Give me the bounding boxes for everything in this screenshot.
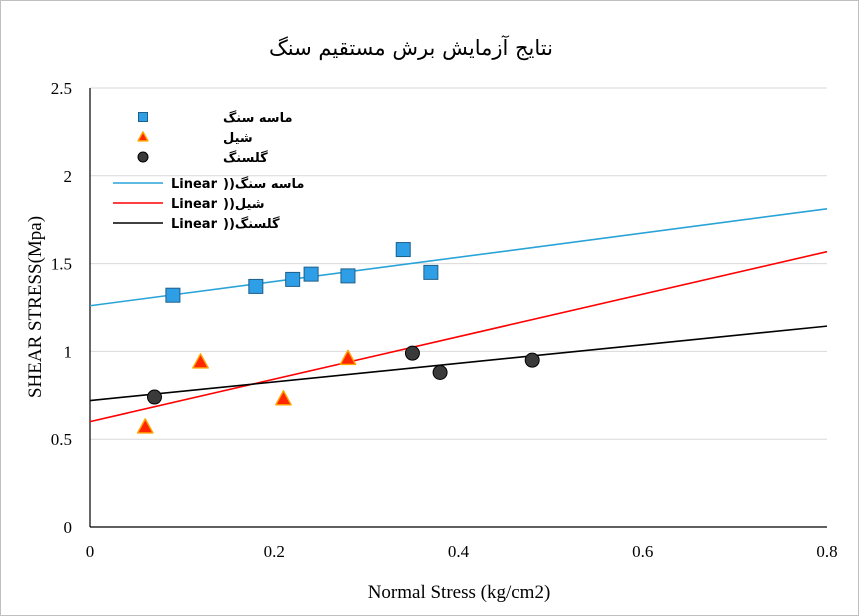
- data-point-2: [404, 345, 420, 361]
- grid: [90, 87, 827, 440]
- x-axis-title: Normal Stress (kg/cm2): [368, 582, 551, 603]
- data-point-0: [303, 266, 319, 282]
- data-points: [136, 242, 540, 434]
- y-tick-label: 1.5: [51, 255, 72, 274]
- data-point-0: [248, 278, 264, 294]
- data-point-0: [423, 264, 439, 280]
- x-tick-label: 0.2: [264, 542, 285, 561]
- legend-trend-latin-0: Linear: [171, 177, 218, 192]
- y-tick-label: 2: [64, 167, 73, 186]
- axes: 0 0.5 1 1.5 2 2.5 0 0.2 0.4 0.6 0.8: [51, 79, 838, 561]
- data-point-1: [136, 418, 154, 434]
- x-tick-label: 0.8: [816, 542, 837, 561]
- data-point-0: [285, 271, 301, 287]
- legend-marker-2: [137, 151, 149, 163]
- data-point-2: [432, 364, 448, 380]
- x-tick-label: 0.4: [448, 542, 470, 561]
- legend-label-2: گلسنگ: [223, 150, 268, 166]
- y-tick-label: 0.5: [51, 430, 72, 449]
- x-tick-label: 0.6: [632, 542, 653, 561]
- data-point-1: [339, 349, 357, 366]
- legend-marker-1: [137, 131, 149, 142]
- legend-marker-0: [138, 112, 148, 122]
- legend-trend-fa-1: ))شیل: [223, 197, 265, 212]
- chart-title: نتایج آزمایش برش مستقیم سنگ: [269, 35, 553, 61]
- data-point-0: [165, 287, 181, 303]
- y-axis-title: SHEAR STRESS(Mpa): [25, 216, 46, 398]
- data-point-2: [146, 389, 162, 405]
- legend-label-0: ماسه سنگ: [223, 110, 293, 126]
- legend-trend-latin-2: Linear: [171, 217, 218, 232]
- data-point-2: [524, 352, 540, 368]
- legend-trend-fa-2: ))گلسنگ: [223, 216, 280, 232]
- legend-label-1: شیل: [223, 131, 253, 146]
- trendline-2: [89, 325, 828, 402]
- legend-trend-latin-1: Linear: [171, 197, 218, 212]
- y-tick-label: 0: [64, 518, 73, 537]
- y-tick-label: 1: [64, 342, 73, 361]
- data-point-1: [192, 353, 209, 369]
- legend-trend-fa-0: ))ماسه سنگ: [223, 176, 304, 192]
- trendline-1: [89, 250, 828, 423]
- data-point-0: [395, 242, 411, 258]
- trendlines: [89, 208, 828, 423]
- data-point-0: [340, 268, 356, 284]
- trendline-0: [89, 208, 828, 307]
- y-tick-label: 2.5: [51, 79, 72, 98]
- legend: ماسه سنگ شیل گلسنگ Linear ))ماسه سنگ Linear))…: [113, 110, 304, 232]
- data-point-1: [275, 390, 292, 406]
- x-tick-label: 0: [86, 542, 95, 561]
